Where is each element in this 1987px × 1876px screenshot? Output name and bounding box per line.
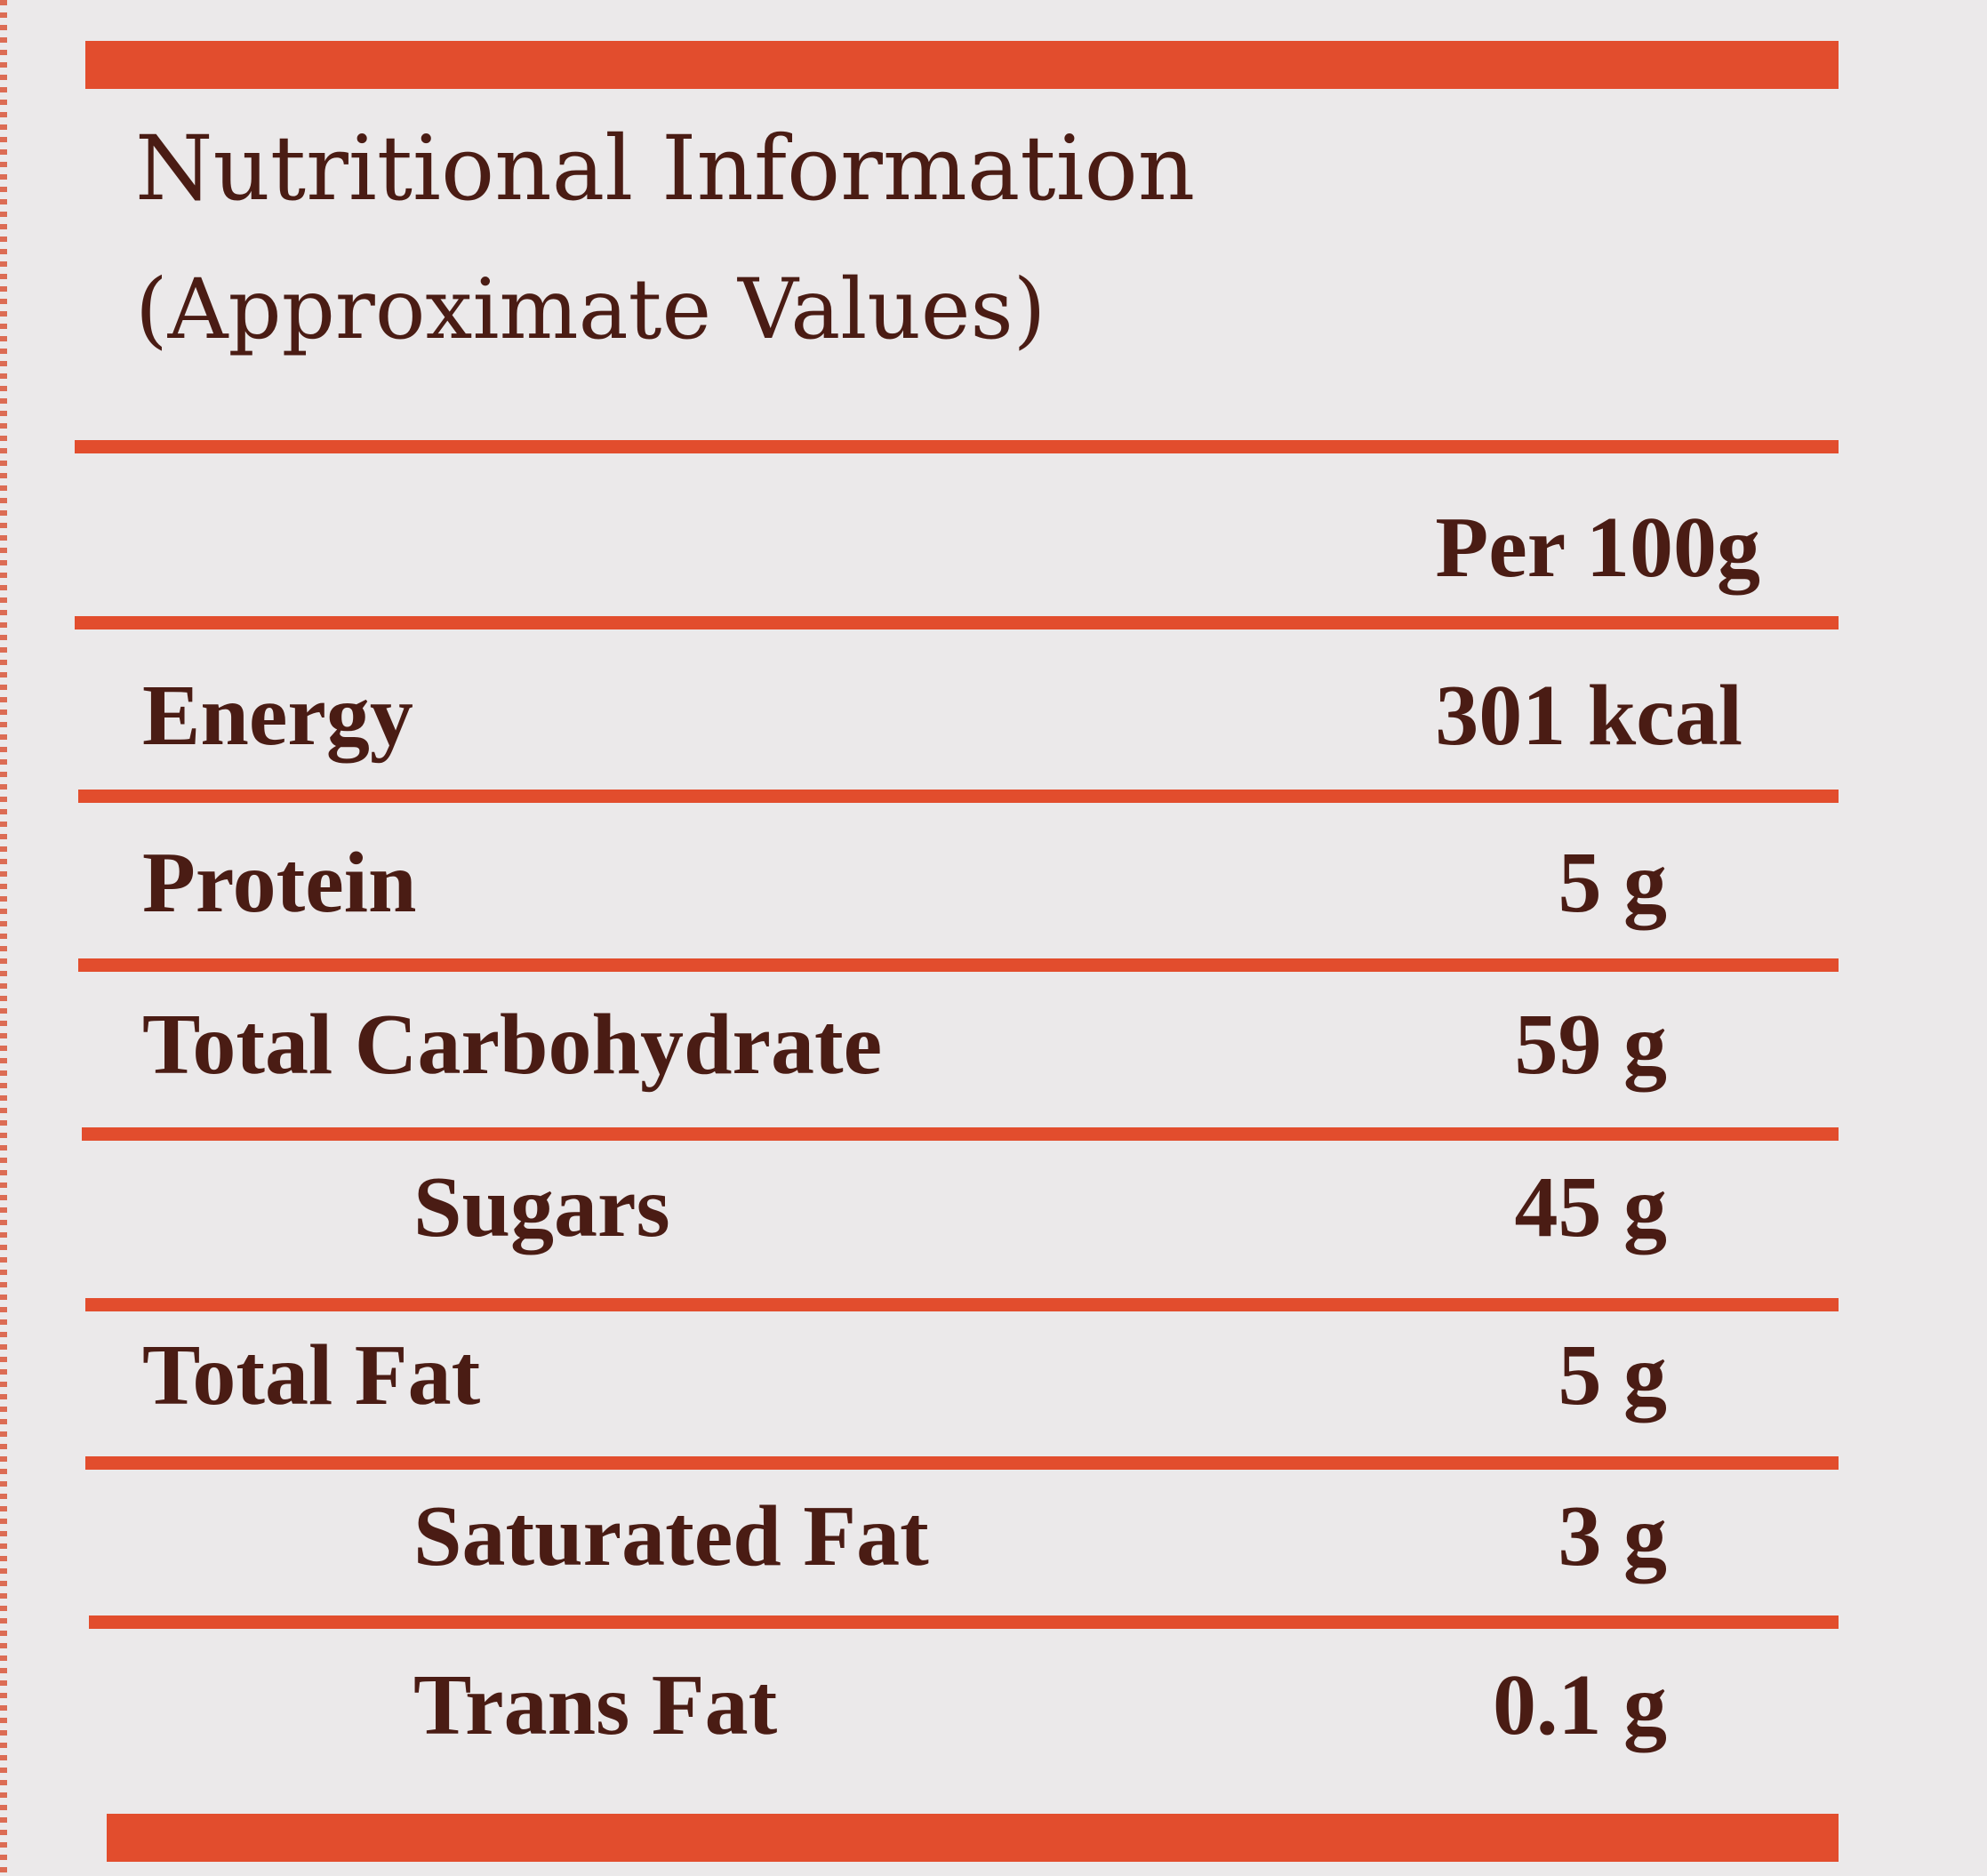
row-trans-fat: Trans Fat 0.1 g bbox=[0, 1648, 1987, 1763]
package-edge-dots bbox=[0, 0, 7, 1876]
nutrient-name: Trans Fat bbox=[413, 1657, 778, 1753]
row-divider bbox=[85, 1456, 1839, 1470]
row-total-carbohydrate: Total Carbohydrate 59 g bbox=[0, 987, 1987, 1102]
nutrient-value: 3 g bbox=[1558, 1488, 1668, 1584]
nutrient-name: Energy bbox=[142, 668, 413, 764]
row-sugars: Sugars 45 g bbox=[0, 1150, 1987, 1265]
rule-below-header bbox=[75, 616, 1839, 629]
row-divider bbox=[78, 958, 1839, 972]
nutrient-value: 301 kcal bbox=[1435, 668, 1743, 764]
row-energy: Energy 301 kcal bbox=[0, 658, 1987, 774]
row-saturated-fat: Saturated Fat 3 g bbox=[0, 1479, 1987, 1594]
row-divider bbox=[82, 1127, 1839, 1141]
title-line-2: (Approximate Values) bbox=[135, 261, 1046, 358]
nutrient-name: Saturated Fat bbox=[413, 1488, 929, 1584]
nutrient-name: Total Carbohydrate bbox=[142, 997, 883, 1093]
nutrient-value: 5 g bbox=[1558, 1327, 1668, 1423]
row-divider bbox=[89, 1615, 1839, 1629]
nutrient-value: 0.1 g bbox=[1493, 1657, 1667, 1753]
nutrient-name: Sugars bbox=[413, 1159, 670, 1255]
nutrient-value: 59 g bbox=[1514, 997, 1668, 1093]
column-header-per-100g: Per 100g bbox=[1435, 500, 1760, 596]
nutrient-name: Protein bbox=[142, 835, 417, 931]
nutrient-value: 5 g bbox=[1558, 835, 1668, 931]
rule-below-title bbox=[75, 440, 1839, 453]
row-divider bbox=[78, 790, 1839, 803]
row-total-fat: Total Fat 5 g bbox=[0, 1318, 1987, 1433]
row-protein: Protein 5 g bbox=[0, 825, 1987, 941]
title-line-1: Nutritional Information bbox=[135, 116, 1196, 220]
nutrient-value: 45 g bbox=[1514, 1159, 1668, 1255]
nutrient-name: Total Fat bbox=[142, 1327, 481, 1423]
row-divider bbox=[85, 1298, 1839, 1311]
panel-title: Nutritional Information (Approximate Val… bbox=[135, 124, 1195, 352]
top-rule bbox=[85, 41, 1839, 89]
bottom-rule bbox=[107, 1814, 1839, 1862]
